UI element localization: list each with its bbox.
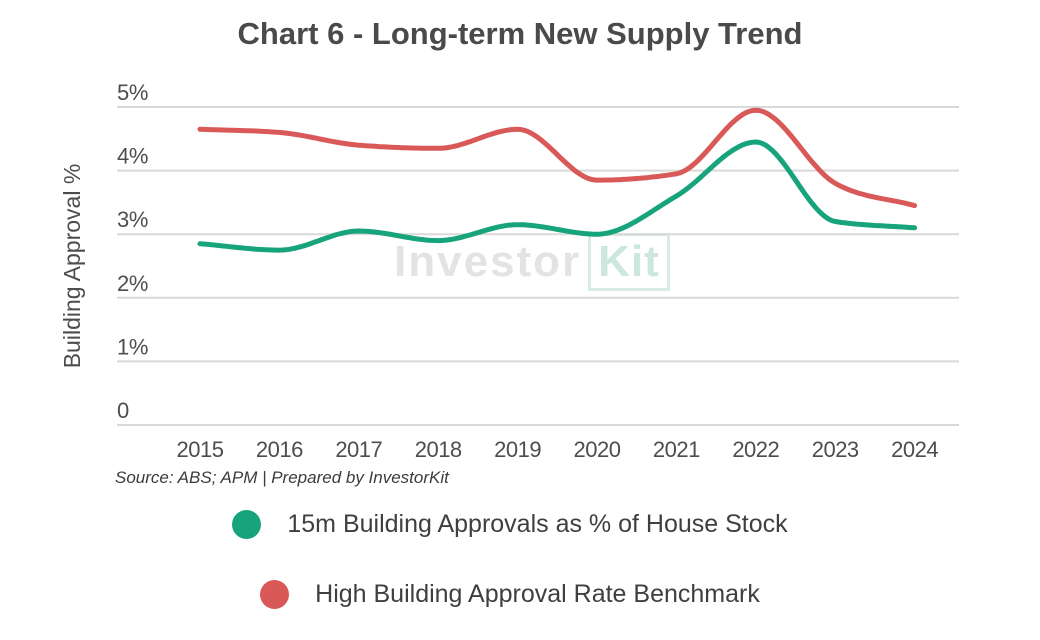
x-tick-label-2024: 2024 <box>891 437 938 462</box>
y-tick-label-4%: 4% <box>117 144 148 169</box>
watermark-kit-text: Kit <box>598 237 660 286</box>
x-tick-label-2023: 2023 <box>812 437 859 462</box>
x-tick-label-2019: 2019 <box>494 437 541 462</box>
x-tick-label-2018: 2018 <box>415 437 462 462</box>
watermark-investor-text: Investor <box>394 237 582 286</box>
y-axis-tick-labels: 0 1% 2% 3% 4% 5% <box>117 80 149 423</box>
x-tick-label-2022: 2022 <box>732 437 779 462</box>
source-note: Source: ABS; APM | Prepared by InvestorK… <box>115 468 449 487</box>
legend-dot-green <box>232 510 262 539</box>
investorkit-watermark: Investor Kit <box>394 233 670 291</box>
y-tick-label-3%: 3% <box>117 207 148 232</box>
legend-item-approvals: 15m Building Approvals as % of House Sto… <box>232 498 788 551</box>
series-lines <box>197 107 918 253</box>
x-axis-tick-labels: 2015 2016 2017 2018 2019 2020 2021 2022 2023 2024 <box>177 437 939 462</box>
x-tick-label-2016: 2016 <box>256 437 303 462</box>
x-tick-label-2015: 2015 <box>177 437 224 462</box>
legend-label: 15m Building Approvals as % of House Sto… <box>287 510 788 538</box>
series-line-high-building-approval-rate-benchmark <box>197 107 918 209</box>
x-tick-label-2021: 2021 <box>653 437 700 462</box>
chart-title: Chart 6 - Long-term New Supply Trend <box>237 16 803 51</box>
y-tick-label-1%: 1% <box>117 334 148 359</box>
legend: 15m Building Approvals as % of House Sto… <box>0 498 1020 621</box>
y-tick-label-0: 0 <box>117 398 129 423</box>
legend-label: High Building Approval Rate Benchmark <box>315 580 760 608</box>
x-tick-label-2017: 2017 <box>335 437 382 462</box>
y-tick-label-2%: 2% <box>117 271 148 296</box>
legend-dot-red <box>260 580 290 609</box>
y-axis-title: Building Approval % <box>59 164 85 369</box>
y-tick-label-5%: 5% <box>117 80 148 105</box>
gridlines <box>117 106 959 426</box>
legend-item-benchmark: High Building Approval Rate Benchmark <box>260 568 760 621</box>
x-tick-label-2020: 2020 <box>574 437 621 462</box>
series-line-15m-building-approvals-as-of-house-stock <box>197 139 918 253</box>
